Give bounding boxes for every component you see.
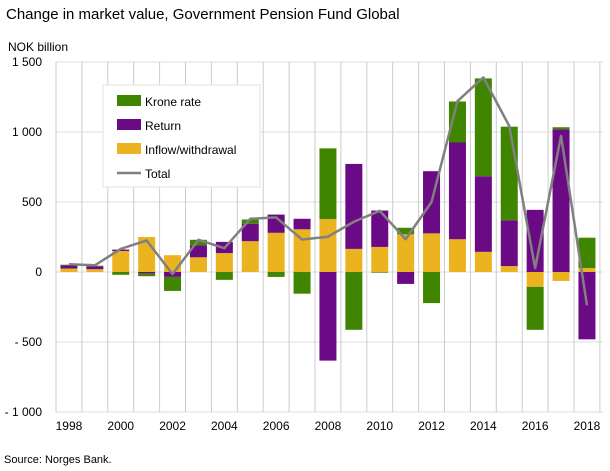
legend-label: Inflow/withdrawal bbox=[145, 143, 236, 157]
legend-label: Total bbox=[145, 167, 170, 181]
chart-title: Change in market value, Government Pensi… bbox=[6, 6, 400, 23]
y-tick-label: 500 bbox=[22, 195, 42, 209]
bar-krone-rate bbox=[448, 101, 466, 143]
source-note: Source: Norges Bank. bbox=[4, 454, 112, 466]
bar-inflow-withdrawal bbox=[189, 257, 207, 272]
y-tick-label: - 500 bbox=[15, 335, 43, 349]
x-tick-label: 2000 bbox=[107, 419, 134, 433]
y-axis-label: NOK billion bbox=[8, 40, 69, 54]
bar-return bbox=[578, 272, 596, 340]
x-tick-label: 2004 bbox=[211, 419, 238, 433]
y-tick-label: 1 500 bbox=[12, 55, 42, 69]
bar-return bbox=[397, 272, 415, 284]
bar-return bbox=[371, 210, 389, 247]
bar-krone-rate bbox=[189, 239, 207, 246]
bar-krone-rate bbox=[371, 272, 389, 273]
bar-inflow-withdrawal bbox=[423, 233, 441, 272]
bar-return bbox=[526, 209, 544, 272]
x-tick-label: 1998 bbox=[56, 419, 83, 433]
bar-return bbox=[86, 266, 104, 270]
bar-krone-rate bbox=[397, 227, 415, 235]
x-tick-label: 2012 bbox=[418, 419, 445, 433]
bar-return bbox=[267, 214, 285, 233]
legend-swatch bbox=[117, 119, 141, 130]
bar-krone-rate bbox=[138, 273, 156, 277]
bar-inflow-withdrawal bbox=[112, 251, 130, 272]
bar-krone-rate bbox=[319, 148, 337, 220]
bar-inflow-withdrawal bbox=[215, 253, 233, 272]
bar-krone-rate bbox=[552, 127, 570, 130]
bar-krone-rate bbox=[500, 126, 518, 221]
x-tick-label: 2002 bbox=[159, 419, 186, 433]
bar-inflow-withdrawal bbox=[526, 272, 544, 287]
bar-inflow-withdrawal bbox=[86, 269, 104, 272]
bar-krone-rate bbox=[241, 219, 259, 224]
bar-return bbox=[500, 220, 518, 267]
bar-inflow-withdrawal bbox=[578, 268, 596, 272]
bar-return bbox=[138, 272, 156, 274]
bar-return bbox=[474, 176, 492, 252]
legend-swatch bbox=[117, 143, 141, 154]
bar-krone-rate bbox=[474, 78, 492, 177]
legend-swatch bbox=[117, 95, 141, 106]
bar-return bbox=[189, 245, 207, 258]
bar-krone-rate bbox=[578, 237, 596, 269]
bar-return bbox=[241, 223, 259, 242]
bar-inflow-withdrawal bbox=[474, 251, 492, 272]
x-tick-label: 2014 bbox=[470, 419, 497, 433]
x-tick-label: 2016 bbox=[522, 419, 549, 433]
y-tick-label: 0 bbox=[35, 265, 42, 279]
bar-krone-rate bbox=[164, 276, 182, 291]
y-tick-label: 1 000 bbox=[12, 125, 42, 139]
bar-return bbox=[448, 142, 466, 240]
bar-inflow-withdrawal bbox=[500, 266, 518, 272]
bar-krone-rate bbox=[215, 272, 233, 280]
bar-return bbox=[319, 272, 337, 361]
bar-return bbox=[60, 265, 78, 269]
bar-return bbox=[345, 163, 363, 249]
legend-label: Krone rate bbox=[145, 95, 201, 109]
bar-inflow-withdrawal bbox=[397, 234, 415, 272]
bar-inflow-withdrawal bbox=[345, 248, 363, 272]
bar-inflow-withdrawal bbox=[552, 272, 570, 281]
line-total bbox=[68, 76, 589, 306]
y-tick-label: - 1 000 bbox=[5, 405, 43, 419]
bar-krone-rate bbox=[345, 272, 363, 330]
legend-label: Return bbox=[145, 119, 181, 133]
bar-krone-rate bbox=[293, 272, 311, 294]
x-tick-label: 2018 bbox=[574, 419, 601, 433]
bar-return bbox=[293, 218, 311, 230]
bar-inflow-withdrawal bbox=[164, 255, 182, 272]
x-tick-label: 2006 bbox=[263, 419, 290, 433]
bar-krone-rate bbox=[112, 272, 130, 275]
bar-return bbox=[552, 129, 570, 272]
bar-inflow-withdrawal bbox=[371, 246, 389, 272]
bar-krone-rate bbox=[526, 286, 544, 330]
bar-inflow-withdrawal bbox=[241, 241, 259, 272]
bar-inflow-withdrawal bbox=[319, 219, 337, 272]
x-tick-label: 2008 bbox=[315, 419, 342, 433]
x-tick-label: 2010 bbox=[366, 419, 393, 433]
bar-krone-rate bbox=[267, 272, 285, 277]
bar-inflow-withdrawal bbox=[60, 268, 78, 272]
bar-inflow-withdrawal bbox=[448, 239, 466, 272]
bar-krone-rate bbox=[423, 272, 441, 304]
bar-inflow-withdrawal bbox=[267, 232, 285, 272]
